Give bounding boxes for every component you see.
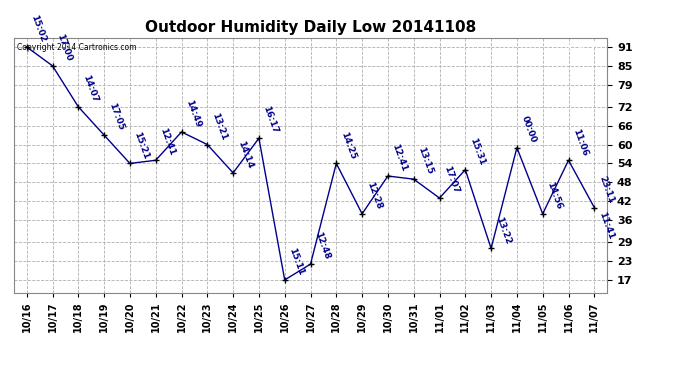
Text: 14:56: 14:56 — [545, 180, 564, 211]
Text: 11:41: 11:41 — [597, 211, 615, 241]
Text: 23:11: 23:11 — [597, 174, 615, 204]
Text: 16:17: 16:17 — [262, 105, 279, 135]
Text: 12:48: 12:48 — [313, 231, 331, 261]
Text: 14:14: 14:14 — [236, 140, 254, 170]
Text: 14:07: 14:07 — [81, 74, 99, 104]
Text: 15:11: 15:11 — [287, 247, 306, 277]
Text: 15:02: 15:02 — [29, 14, 48, 44]
Text: Copyright 2014 Cartronics.com: Copyright 2014 Cartronics.com — [17, 43, 136, 52]
Text: 15:21: 15:21 — [132, 130, 150, 160]
Text: 12:28: 12:28 — [365, 181, 383, 211]
Text: 14:49: 14:49 — [184, 99, 202, 129]
Text: 17:07: 17:07 — [442, 165, 460, 195]
Text: 15:31: 15:31 — [468, 136, 486, 166]
Text: 13:21: 13:21 — [210, 111, 228, 141]
Text: 13:22: 13:22 — [493, 215, 512, 245]
Text: 13:15: 13:15 — [416, 146, 435, 176]
Text: 17:00: 17:00 — [55, 33, 73, 63]
Title: Outdoor Humidity Daily Low 20141108: Outdoor Humidity Daily Low 20141108 — [145, 20, 476, 35]
Text: 14:25: 14:25 — [339, 130, 357, 160]
Text: 11:06: 11:06 — [571, 127, 589, 157]
Text: 00:00: 00:00 — [520, 115, 538, 144]
Text: 12:41: 12:41 — [158, 127, 177, 157]
Text: 12:41: 12:41 — [391, 143, 408, 173]
Text: 17:05: 17:05 — [107, 102, 125, 132]
